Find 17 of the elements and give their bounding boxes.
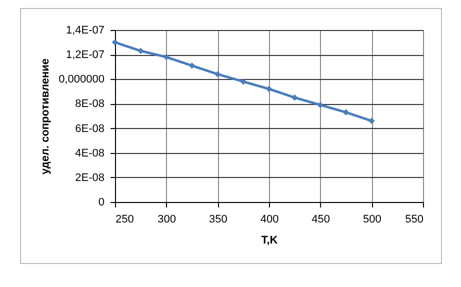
- y-tick-label: 1,2E-07: [66, 49, 104, 62]
- x-tick-label: 450: [312, 214, 330, 226]
- y-axis-title: удел. сопротивление: [40, 58, 52, 174]
- y-tick-label: 0,000000: [58, 74, 104, 86]
- x-tick-label: 550: [405, 214, 424, 226]
- x-tick-label: 250: [116, 214, 134, 226]
- y-tick-label: 2E-08: [75, 172, 104, 184]
- y-tick-label: 1,4E-07: [66, 24, 104, 36]
- y-tick-label: 0: [98, 196, 104, 208]
- x-tick-label: 350: [208, 214, 228, 226]
- x-tick-label: 500: [362, 214, 382, 226]
- y-tick-label: 8E-08: [75, 98, 104, 110]
- y-tick-label: 6E-08: [75, 122, 104, 135]
- y-tick-label: 4E-08: [75, 147, 104, 160]
- x-tick-label: 400: [260, 214, 279, 226]
- x-axis-title: T,K: [261, 234, 278, 246]
- x-tick-label: 300: [158, 214, 176, 226]
